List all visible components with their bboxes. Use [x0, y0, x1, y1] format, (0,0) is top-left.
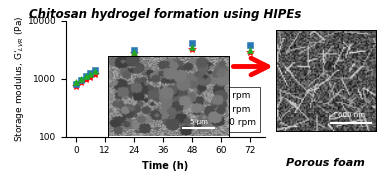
Text: 600 nm: 600 nm [338, 112, 364, 118]
Legend: 700 rpm, 900 rpm, 1200 rpm: 700 rpm, 900 rpm, 1200 rpm [186, 87, 260, 132]
Y-axis label: Storage modulus, G'$_{LVR}$ (Pa): Storage modulus, G'$_{LVR}$ (Pa) [13, 16, 26, 142]
Text: 5 μm: 5 μm [189, 119, 208, 125]
X-axis label: Time (h): Time (h) [142, 161, 189, 171]
Text: Porous foam: Porous foam [287, 158, 365, 168]
Title: Chitosan hydrogel formation using HIPEs: Chitosan hydrogel formation using HIPEs [29, 8, 302, 21]
